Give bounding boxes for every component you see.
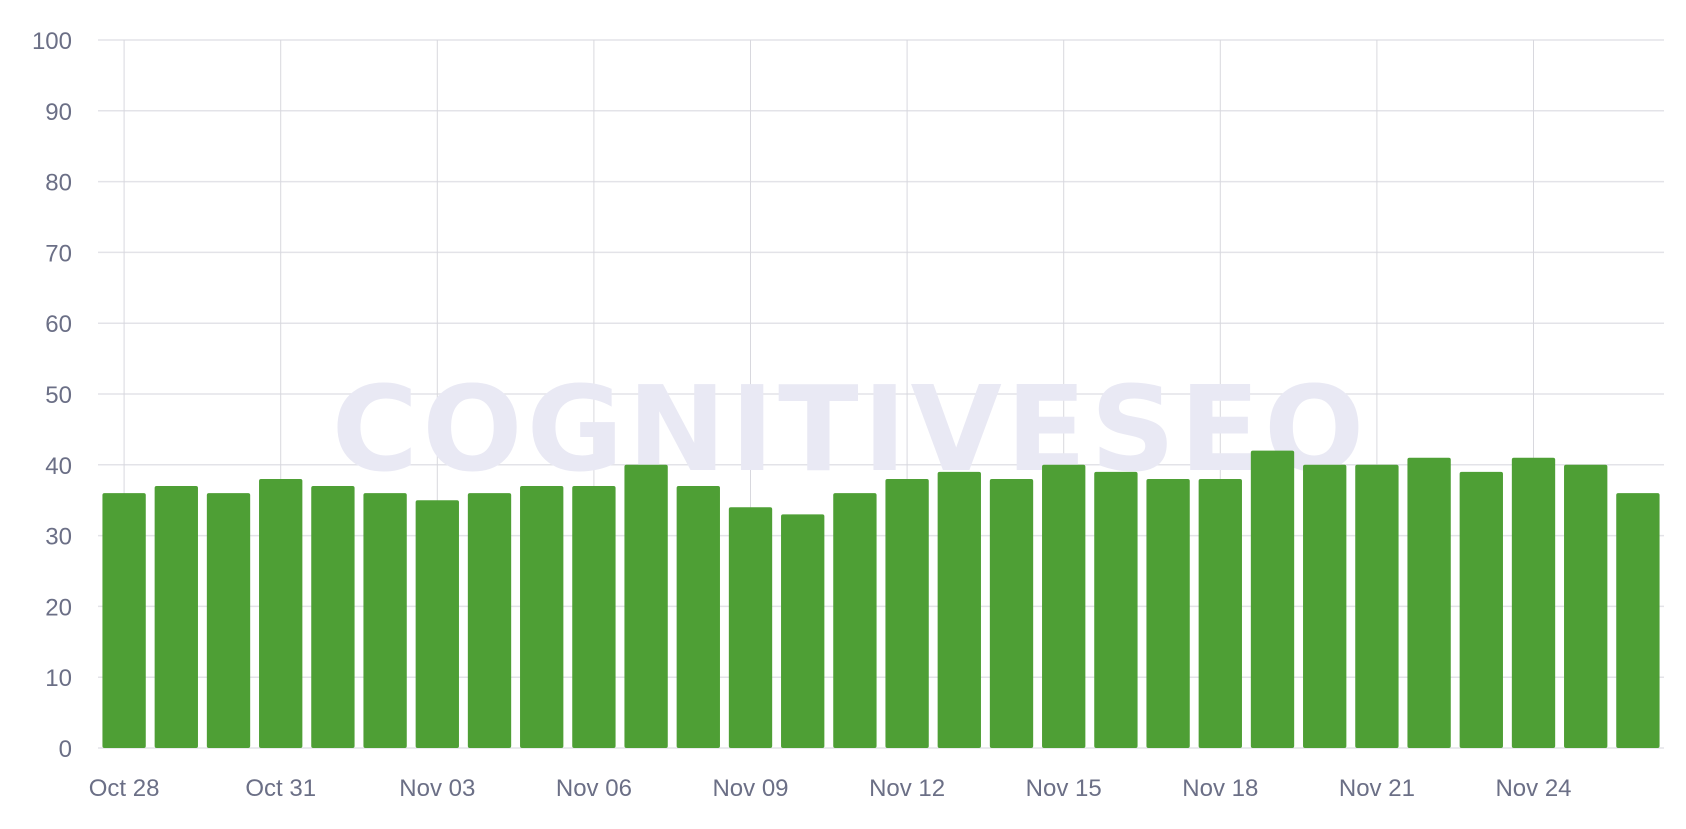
y-tick-label: 0 — [59, 736, 72, 763]
bar[interactable] — [1564, 464, 1608, 748]
bar[interactable] — [363, 493, 407, 748]
bar[interactable] — [1094, 471, 1138, 748]
bar[interactable] — [467, 493, 512, 748]
x-tick-label: Oct 31 — [245, 775, 316, 802]
bar[interactable] — [1303, 464, 1347, 748]
bar[interactable] — [624, 464, 668, 748]
bar[interactable] — [154, 486, 198, 748]
y-tick-label: 10 — [45, 665, 72, 692]
bar[interactable] — [885, 478, 929, 748]
bar[interactable] — [833, 493, 877, 748]
x-tick-label: Nov 24 — [1495, 775, 1571, 802]
y-tick-label: 90 — [45, 99, 72, 126]
bar[interactable] — [1407, 457, 1451, 748]
y-tick-label: 30 — [45, 524, 72, 551]
bar[interactable] — [415, 500, 459, 748]
bar[interactable] — [1250, 450, 1295, 748]
bar[interactable] — [1042, 464, 1086, 748]
bar[interactable] — [206, 493, 251, 748]
y-axis: 0 10 20 30 40 50 60 70 80 90 100 — [32, 28, 72, 763]
y-tick-label: 100 — [32, 28, 72, 55]
x-tick-label: Nov 09 — [712, 775, 788, 802]
watermark-text: COGNITIVESEO — [332, 360, 1369, 498]
bar[interactable] — [572, 486, 616, 748]
y-tick-label: 80 — [45, 170, 72, 197]
y-tick-label: 70 — [45, 240, 72, 267]
x-tick-label: Nov 06 — [556, 775, 632, 802]
bar[interactable] — [102, 493, 146, 748]
bar[interactable] — [1198, 478, 1242, 748]
bar[interactable] — [1616, 493, 1660, 748]
bar[interactable] — [937, 471, 981, 748]
y-tick-label: 40 — [45, 453, 72, 480]
bar[interactable] — [1355, 464, 1399, 748]
bar[interactable] — [311, 486, 355, 748]
y-tick-label: 50 — [45, 382, 72, 409]
bar[interactable] — [520, 486, 564, 748]
x-tick-label: Nov 03 — [399, 775, 475, 802]
y-tick-label: 20 — [45, 594, 72, 621]
bar[interactable] — [781, 514, 825, 748]
y-tick-label: 60 — [45, 311, 72, 338]
x-tick-label: Nov 12 — [869, 775, 945, 802]
bars — [102, 450, 1660, 748]
x-tick-label: Nov 18 — [1182, 775, 1258, 802]
bar[interactable] — [728, 507, 773, 748]
bar[interactable] — [676, 486, 720, 748]
x-tick-label: Nov 15 — [1026, 775, 1102, 802]
bar[interactable] — [259, 478, 303, 748]
bar[interactable] — [989, 478, 1034, 748]
bar[interactable] — [1511, 457, 1556, 748]
bar[interactable] — [1459, 471, 1503, 748]
x-tick-label: Oct 28 — [89, 775, 160, 802]
x-tick-label: Nov 21 — [1339, 775, 1415, 802]
x-axis: Oct 28 Oct 31 Nov 03 Nov 06 Nov 09 Nov 12 Nov … — [89, 775, 1572, 802]
bar[interactable] — [1146, 478, 1190, 748]
